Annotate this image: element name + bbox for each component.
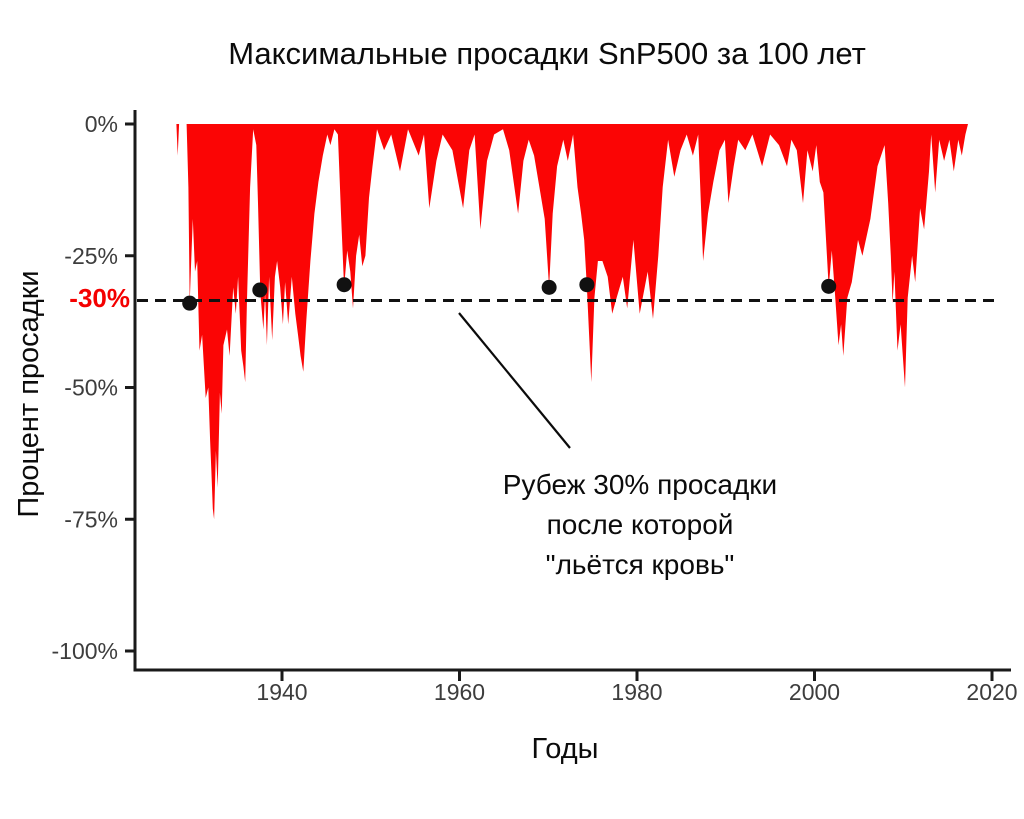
- threshold-30pct-label: -30%: [69, 283, 130, 313]
- threshold-annotation: Рубеж 30% просадки после которой "льётся…: [440, 465, 840, 585]
- annotation-pointer-line: [458, 312, 571, 449]
- y-tick-label: 0%: [85, 111, 118, 137]
- chart-title: Максимальные просадки SnP500 за 100 лет: [228, 36, 866, 71]
- x-tick-label: 1960: [434, 679, 485, 705]
- annotation-line-2: после которой: [546, 509, 734, 540]
- x-tick-label: 2020: [966, 679, 1017, 705]
- annotation-line-3: "льётся кровь": [545, 549, 735, 580]
- x-tick-label: 1980: [611, 679, 662, 705]
- threshold-crossing-dot: [579, 277, 595, 293]
- threshold-crossing-dot: [821, 278, 837, 294]
- threshold-crossing-dot: [182, 295, 198, 311]
- y-tick-label: -25%: [64, 243, 118, 269]
- y-tick-label: -100%: [52, 638, 118, 664]
- x-tick-label: 2000: [789, 679, 840, 705]
- x-tick-label: 1940: [256, 679, 307, 705]
- y-tick-label: -75%: [64, 506, 118, 532]
- threshold-crossing-dot: [541, 279, 557, 295]
- threshold-crossing-dot: [252, 282, 268, 298]
- y-tick-label: -50%: [64, 375, 118, 401]
- threshold-crossing-dot: [336, 277, 352, 293]
- x-axis-title: Годы: [531, 733, 599, 765]
- drawdown-area: [173, 124, 968, 520]
- annotation-line-1: Рубеж 30% просадки: [502, 469, 778, 500]
